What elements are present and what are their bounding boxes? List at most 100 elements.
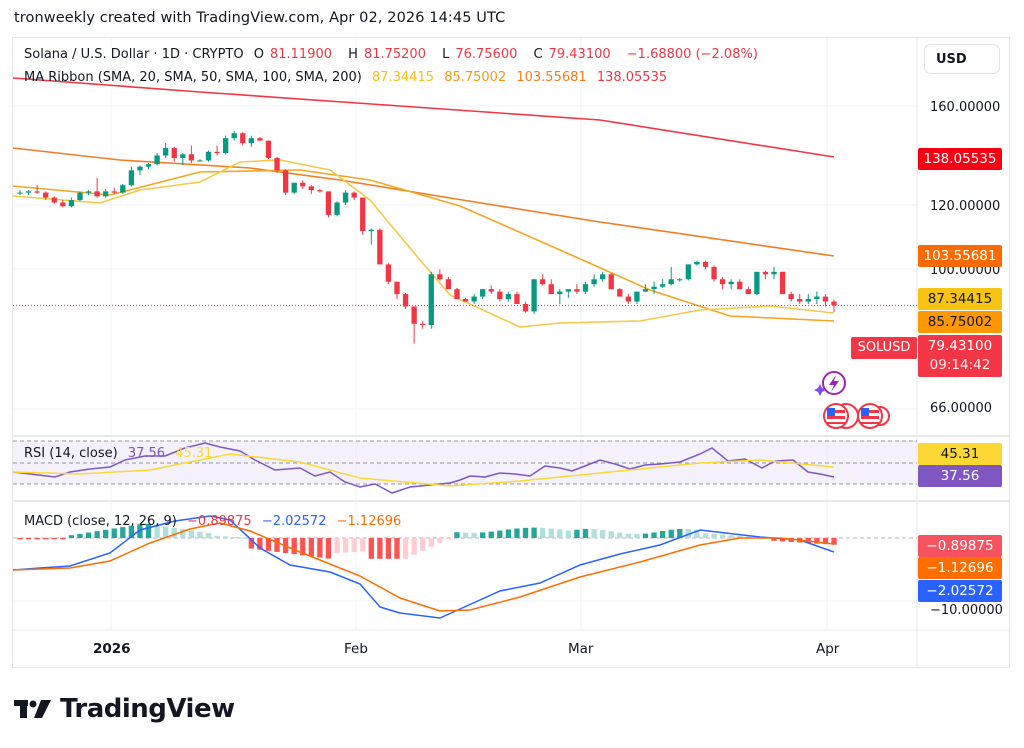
macd-histogram-bar [582,528,589,538]
macd-histogram-bar [608,531,614,538]
macd-histogram-bar [240,537,246,539]
macd-histogram-bar [368,538,374,559]
macd-histogram-bar [94,531,100,538]
macd-histogram-bar [711,533,717,538]
time-label-feb: Feb [344,641,368,657]
rsi-label[interactable]: RSI (14, close) [24,446,118,461]
macd-histogram-bar [351,538,357,553]
candle-body [111,191,117,193]
candle-body [771,271,777,275]
macd-histogram-bar [317,538,323,558]
ma20-value: 87.34415 [372,70,435,85]
macd-histogram-bar [103,529,109,538]
candle-body [308,186,314,191]
price-tick-160: 160.00000 [930,100,1001,115]
macd-histogram-bar [505,529,512,538]
currency-button[interactable]: USD [924,44,1000,74]
candle-body [325,191,332,215]
macd-histogram-bar [188,530,195,538]
macd-histogram-bar [771,538,777,541]
candle-body [531,279,537,312]
candle-body [582,284,589,292]
change-value: −1.68800 (−2.08%) [626,47,758,62]
macd-label[interactable]: MACD (close, 12, 26, 9) [24,514,177,529]
ma50-value: 85.75002 [444,70,507,85]
macd-histogram-bar [437,538,443,543]
candle-body [51,197,57,203]
candle-body [711,266,717,280]
ma-ribbon-label[interactable]: MA Ribbon (SMA, 20, SMA, 50, SMA, 100, S… [24,70,362,85]
candle-body [634,291,640,302]
candle-body [719,279,726,285]
candle-body [642,289,649,292]
sma-20-line [12,159,835,328]
tradingview-logo[interactable]: TradingView [14,694,235,724]
chart-frame[interactable] [12,37,1010,668]
candle-body [591,279,597,285]
candle-body [43,192,49,198]
macd-histogram-bar [197,531,203,538]
macd-histogram-bar [737,535,743,538]
candle-body [805,299,811,302]
macd-histogram-bar [291,538,297,555]
macd-histogram-bar [385,538,392,559]
macd-histogram-bar [779,538,786,542]
macd-histogram-bar [300,538,306,556]
candle-body [94,191,100,197]
macd-histogram-bar [77,533,83,538]
macd-histogram-bar [591,529,597,538]
macd-histogram-bar [480,532,486,538]
us-flag-icon [857,403,890,429]
price-tick-66: 66.00000 [930,401,993,416]
candle-body [351,192,357,198]
candle-body [145,164,152,167]
macd-histogram-bar [694,529,700,538]
macd-histogram-bar [471,532,477,538]
symbol-title[interactable]: Solana / U.S. Dollar · 1D · CRYPTO [24,47,244,62]
macd-histogram-bar [154,525,160,538]
candle-body [394,281,400,295]
macd-histogram-bar [231,536,237,538]
candle-body [608,274,614,290]
candle-body [402,294,409,307]
time-label-mar: Mar [568,641,594,657]
candle-body [231,133,237,139]
macd-histogram-bar [634,534,640,538]
candle-body [85,191,92,193]
candle-body [831,301,837,306]
ma20-tag: 87.34415 [918,288,1002,310]
macd-histogram-bar [557,529,563,538]
candle-body [385,264,392,282]
tradingview-logo-text: TradingView [60,694,235,724]
macd-histogram-bar [85,532,92,538]
macd-histogram-bar [163,526,169,538]
ma100-value: 103.55681 [516,70,587,85]
candle-body [497,291,503,300]
macd-line-value: −2.02572 [261,514,327,529]
macd-histogram-bar [34,538,40,540]
candle-body [522,304,529,312]
macd-hist-value: −0.89875 [187,514,252,529]
last-price-tag: 79.43100 09:14:42 [918,335,1002,377]
macd-histogram-bar [128,525,135,538]
rsi-ma-value: 45.31 [175,446,213,461]
lightning-event-icon[interactable] [814,370,850,398]
candle-body [282,170,289,193]
candle-body [822,296,829,302]
macd-histogram-bar [677,528,683,538]
high-value: 81.75200 [363,47,426,62]
ma200-tag: 138.05535 [918,148,1002,170]
macd-histogram-bar [454,532,460,538]
candle-body [205,151,212,161]
us-economic-event-icons[interactable] [820,402,890,432]
macd-histogram-bar [814,538,820,544]
candle-body [548,284,554,295]
candle-body [240,133,246,144]
macd-histogram-bar [43,538,49,540]
candle-body [728,281,734,285]
candle-body [574,289,580,292]
candle-body [274,157,280,171]
candle-body [77,192,83,201]
macd-histogram-bar [180,529,186,538]
